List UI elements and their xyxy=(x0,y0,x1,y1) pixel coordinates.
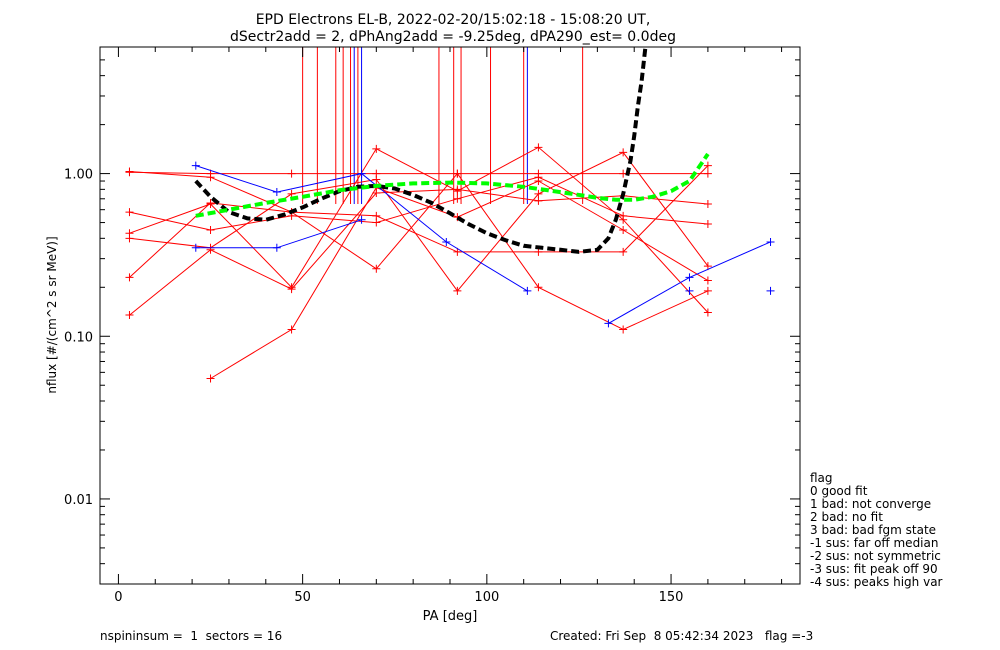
data-point xyxy=(703,286,712,295)
data-point xyxy=(453,247,462,256)
data-point xyxy=(703,200,712,209)
plot-content xyxy=(125,47,775,383)
flag-legend: flag 0 good fit 1 bad: not converge 2 ba… xyxy=(810,471,943,589)
footer-right: Created: Fri Sep 8 05:42:34 2023 flag =-… xyxy=(550,629,813,643)
y-tick-label: 1.00 xyxy=(64,168,93,183)
legend-item: 1 bad: not converge xyxy=(810,497,931,511)
series-line xyxy=(195,219,362,249)
data-point xyxy=(534,196,543,205)
series-line xyxy=(129,188,708,316)
data-point xyxy=(191,161,200,170)
data-point xyxy=(534,283,543,292)
data-point xyxy=(534,143,543,152)
data-point xyxy=(191,243,200,252)
data-point xyxy=(206,173,215,182)
legend-item: 0 good fit xyxy=(810,484,868,498)
series-line xyxy=(608,241,771,324)
y-tick-label: 0.10 xyxy=(64,330,93,345)
data-point xyxy=(604,319,613,328)
data-point xyxy=(453,185,462,194)
data-point xyxy=(703,161,712,170)
data-point xyxy=(703,262,712,271)
legend-item: -2 sus: not symmetric xyxy=(810,549,941,563)
x-tick-label: 0 xyxy=(114,590,122,605)
legend-item: -3 sus: fit peak off 90 xyxy=(810,562,938,576)
data-point xyxy=(685,273,694,282)
data-point xyxy=(523,286,532,295)
data-point xyxy=(206,245,215,254)
x-tick-label: 50 xyxy=(294,590,311,605)
data-point xyxy=(453,169,462,178)
legend-heading: flag xyxy=(810,471,833,485)
data-point xyxy=(357,169,366,178)
data-point xyxy=(206,374,215,383)
data-point xyxy=(206,226,215,235)
series-line xyxy=(129,171,708,175)
series-line xyxy=(210,180,709,379)
axes: 0 50 100 150 0.01 0.10 1.00 xyxy=(64,46,800,605)
data-point xyxy=(287,285,296,294)
series-line xyxy=(129,151,709,292)
data-point xyxy=(619,215,628,224)
data-point xyxy=(287,325,296,334)
legend-item: 2 bad: no fit xyxy=(810,510,883,524)
data-point xyxy=(372,175,381,184)
chart-title: EPD Electrons EL-B, 2022-02-20/15:02:18 … xyxy=(256,12,651,28)
data-point xyxy=(287,169,296,178)
data-point xyxy=(272,243,281,252)
data-point xyxy=(619,325,628,334)
data-point xyxy=(619,247,628,256)
footer-left: nspininsum = 1 sectors = 16 xyxy=(100,629,282,643)
data-point xyxy=(272,188,281,197)
legend-item: -1 sus: far off median xyxy=(810,536,938,550)
data-point xyxy=(125,234,134,243)
data-point xyxy=(372,211,381,220)
plot-frame xyxy=(99,46,801,585)
data-point xyxy=(442,237,451,246)
data-point xyxy=(125,273,134,282)
data-point xyxy=(287,189,296,198)
data-point xyxy=(372,218,381,227)
data-point xyxy=(206,198,215,207)
x-tick-label: 150 xyxy=(659,590,684,605)
data-point xyxy=(534,177,543,186)
data-point xyxy=(125,167,134,176)
legend-item: -4 sus: peaks high var xyxy=(810,575,943,589)
data-point xyxy=(372,144,381,153)
data-point xyxy=(703,219,712,228)
data-point xyxy=(766,286,775,295)
data-point xyxy=(125,208,134,217)
data-point xyxy=(703,308,712,317)
series-line xyxy=(129,146,709,313)
legend-item: 3 bad: bad fgm state xyxy=(810,523,936,537)
series-line xyxy=(129,176,708,231)
data-point xyxy=(453,286,462,295)
fit-curve-black xyxy=(194,47,648,254)
y-tick-label: 0.01 xyxy=(64,493,93,508)
chart-subtitle: dSectr2add = 2, dPhAng2add = -9.25deg, d… xyxy=(230,29,676,45)
data-point xyxy=(372,264,381,273)
data-point xyxy=(534,189,543,198)
data-point xyxy=(685,286,694,295)
data-point xyxy=(703,169,712,178)
data-point xyxy=(357,215,366,224)
data-point xyxy=(619,226,628,235)
series-line xyxy=(129,165,709,253)
data-point xyxy=(453,194,462,203)
x-tick-label: 100 xyxy=(474,590,499,605)
data-point xyxy=(703,276,712,285)
data-point xyxy=(766,237,775,246)
x-axis-label: PA [deg] xyxy=(423,609,478,624)
data-point xyxy=(125,311,134,320)
fit-curve-green xyxy=(195,152,710,218)
data-point xyxy=(619,148,628,157)
y-axis-label: nflux [#/(cm^2 s sr MeV)] xyxy=(45,236,59,393)
